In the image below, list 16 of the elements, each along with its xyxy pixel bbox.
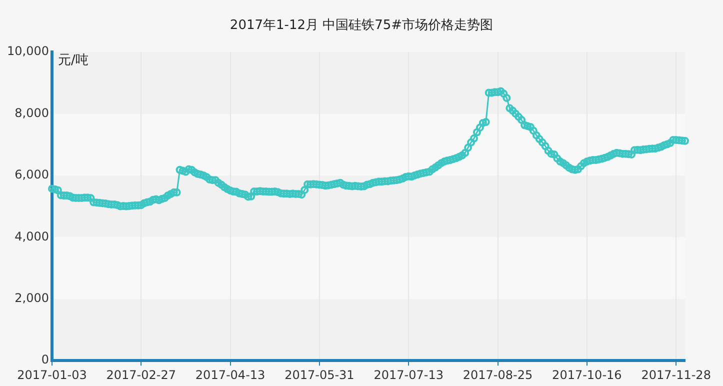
- x-tick-label: 2017-08-25: [462, 368, 533, 382]
- chart-title: 2017年1-12月 中国硅铁75#市场价格走势图: [228, 17, 494, 34]
- x-tick-label: 2017-01-03: [17, 368, 87, 382]
- x-tick-label: 2017-05-31: [284, 368, 354, 382]
- x-tick-label: 2017-02-27: [106, 368, 176, 382]
- x-tick-label: 2017-11-28: [641, 368, 711, 382]
- y-axis-title: 元/吨: [58, 52, 88, 68]
- y-tick-label: 4,000: [14, 229, 49, 244]
- x-tick-label: 2017-10-16: [552, 368, 622, 382]
- y-tick-label: 2,000: [14, 291, 49, 306]
- y-tick-label: 6,000: [14, 168, 49, 182]
- y-tick-label: 8,000: [14, 106, 49, 120]
- y-tick-label: 0: [41, 352, 49, 367]
- x-tick-label: 2017-07-13: [374, 368, 444, 382]
- y-tick-label: 10,000: [6, 44, 49, 58]
- x-tick-label: 2017-04-13: [195, 368, 266, 382]
